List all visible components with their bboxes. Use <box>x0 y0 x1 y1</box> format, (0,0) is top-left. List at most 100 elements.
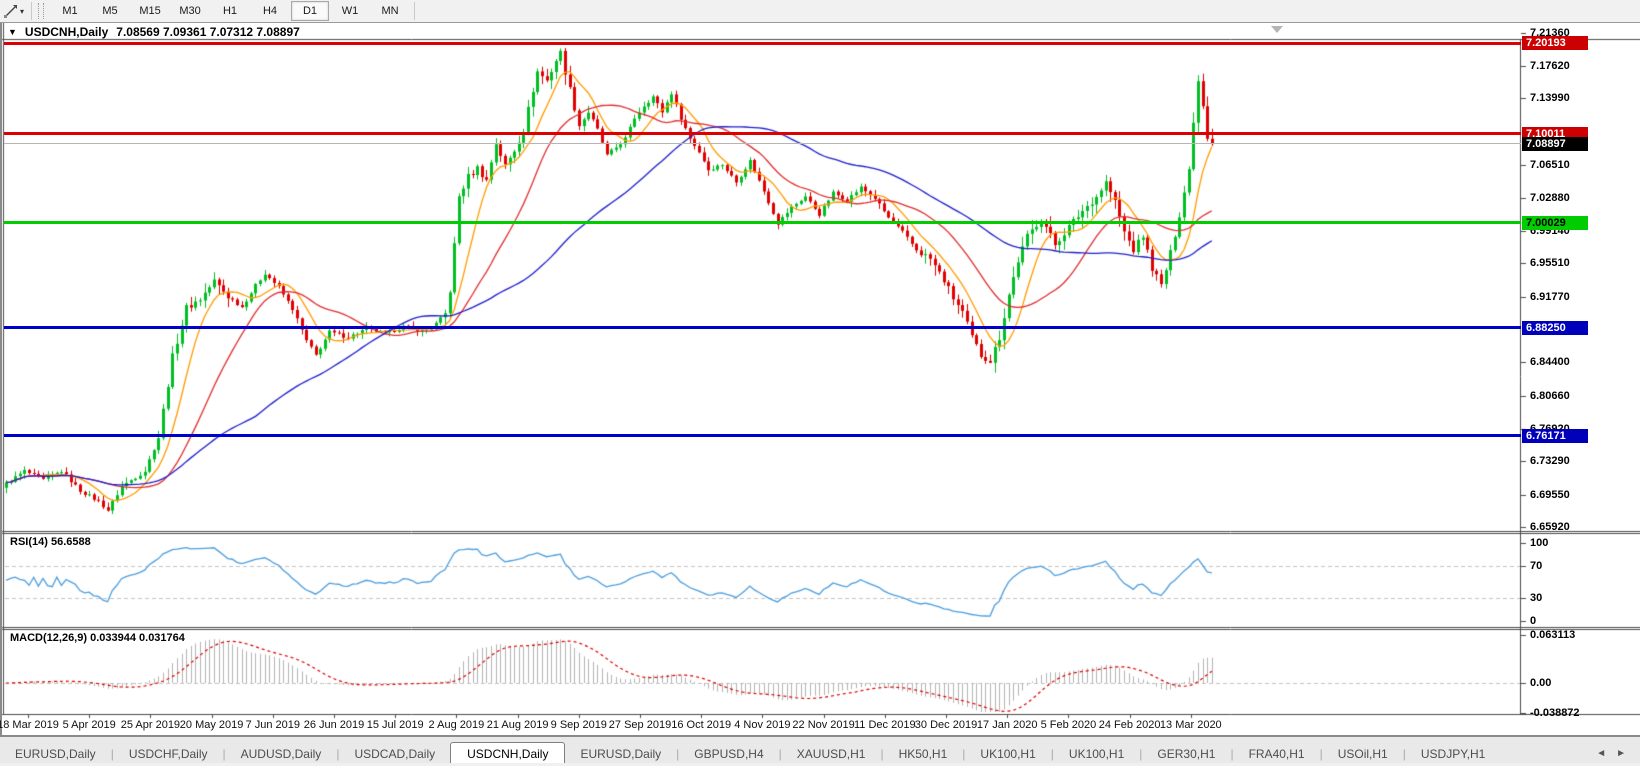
price-badge: 7.00029 <box>1522 215 1588 230</box>
timeframe-button-m30[interactable]: M30 <box>179 5 201 17</box>
timeframe-button-d1[interactable]: D1 <box>291 1 330 21</box>
chart-tab-ger30-h1[interactable]: GER30,H1 <box>1157 747 1216 761</box>
tab-separator: | <box>962 747 966 761</box>
tab-separator: | <box>222 747 226 761</box>
macd-indicator-label: MACD(12,26,9) 0.033944 0.031764 <box>10 632 185 644</box>
tab-separator: | <box>1230 747 1234 761</box>
tab-separator: | <box>1139 747 1143 761</box>
chart-title-row: ▼ USDCNH,Daily 7.08569 7.09361 7.07312 7… <box>8 25 300 39</box>
price-axis-tick-label: 6.69550 <box>1530 488 1570 501</box>
price-axis-tick-label: 7.17620 <box>1530 60 1570 73</box>
resistance-line[interactable] <box>4 41 1521 45</box>
timeframe-button-m1[interactable]: M1 <box>62 5 78 17</box>
date-axis-label: 11 Dec 2019 <box>854 719 916 731</box>
chart-tab-usdjpy-h1[interactable]: USDJPY,H1 <box>1420 747 1486 761</box>
chart-tab-usoil-h1[interactable]: USOil,H1 <box>1337 747 1388 761</box>
timeframe-button-h1[interactable]: H1 <box>222 5 238 17</box>
timeframe-button-group: M1 M5 M15 M30 H1 H4 D1 W1 MN <box>50 1 410 21</box>
support-line[interactable] <box>4 326 1521 330</box>
rsi-scale-label: 70 <box>1530 560 1543 573</box>
tab-separator: | <box>676 747 680 761</box>
date-axis-label: 25 Apr 2019 <box>120 719 181 731</box>
date-axis-label: 13 Mar 2020 <box>1159 719 1222 731</box>
tab-scroll-left-icon[interactable]: ◄ <box>1596 748 1607 759</box>
chart-tab-eurusd-daily[interactable]: EURUSD,Daily <box>15 747 96 761</box>
date-axis-label: 4 Nov 2019 <box>734 719 791 731</box>
date-axis-label: 22 Nov 2019 <box>792 719 855 731</box>
support-line[interactable] <box>4 434 1521 438</box>
price-axis-tick-label: 6.80660 <box>1530 389 1570 402</box>
chart-ohlc-values: 7.08569 7.09361 7.07312 7.08897 <box>116 25 300 39</box>
chart-tab-fra40-h1[interactable]: FRA40,H1 <box>1248 747 1305 761</box>
tab-separator: | <box>880 747 884 761</box>
price-axis-tick-label: 7.13990 <box>1530 92 1570 105</box>
date-axis-label: 18 Mar 2019 <box>0 719 59 731</box>
rsi-scale-label: 0 <box>1530 615 1537 627</box>
tab-separator: | <box>1319 747 1323 761</box>
chart-dropdown-icon[interactable]: ▼ <box>8 27 17 37</box>
chart-tab-xauusd-h1[interactable]: XAUUSD,H1 <box>796 747 866 761</box>
tab-separator: | <box>1402 747 1406 761</box>
current-price-line[interactable] <box>4 143 1521 145</box>
toolbar-grip-handle[interactable] <box>38 3 45 19</box>
date-axis-label: 24 Feb 2020 <box>1098 719 1161 731</box>
macd-scale-label: 0.00 <box>1530 677 1552 689</box>
chart-tab-bar: EURUSD,Daily | USDCHF,Daily | AUDUSD,Daily | U… <box>0 735 1640 766</box>
timeframe-button-m15[interactable]: M15 <box>139 5 161 17</box>
chart-tab-audusd-daily[interactable]: AUDUSD,Daily <box>240 747 322 761</box>
date-axis-label: 7 Jun 2019 <box>245 719 301 731</box>
tab-separator: | <box>110 747 114 761</box>
date-axis-label: 9 Sep 2019 <box>550 719 607 731</box>
price-badge: 6.88250 <box>1522 320 1588 335</box>
date-axis-label: 5 Apr 2019 <box>62 719 116 731</box>
chart-tab-eurusd-daily[interactable]: EURUSD,Daily <box>580 747 662 761</box>
toolbar-separator <box>31 2 33 20</box>
date-axis-label: 20 May 2019 <box>179 719 244 731</box>
status-strip <box>0 763 1640 766</box>
price-axis-tick-label: 7.02880 <box>1530 191 1570 204</box>
chart-tab-gbpusd-h4[interactable]: GBPUSD,H4 <box>694 747 764 761</box>
price-axis-tick-label: 6.73290 <box>1530 455 1570 468</box>
chart-symbol-title: USDCNH,Daily <box>24 25 109 39</box>
price-axis-tick-label: 7.06510 <box>1530 159 1570 172</box>
tab-scroll-controls: ◄ ► <box>1596 748 1640 765</box>
rsi-scale-label: 30 <box>1530 591 1543 604</box>
tab-scroll-right-icon[interactable]: ► <box>1616 748 1626 759</box>
line-tool-button[interactable]: ▾ <box>0 1 27 21</box>
date-axis-label: 15 Jul 2019 <box>366 719 424 731</box>
chart-tab-hk50-h1[interactable]: HK50,H1 <box>898 747 948 761</box>
timeframe-button-m5[interactable]: M5 <box>102 5 118 17</box>
chart-tab-usdcad-daily[interactable]: USDCAD,Daily <box>354 747 436 761</box>
chart-tab-uk100-h1[interactable]: UK100,H1 <box>980 747 1036 761</box>
rsi-scale-label: 100 <box>1530 537 1549 549</box>
chart-tab-usdchf-daily[interactable]: USDCHF,Daily <box>128 747 208 761</box>
date-axis-label: 16 Oct 2019 <box>671 719 732 731</box>
timeframe-button-h4[interactable]: H4 <box>262 5 278 17</box>
line-tool-icon <box>3 4 18 19</box>
timeframe-button-mn[interactable]: MN <box>381 5 399 17</box>
tab-separator: | <box>778 747 782 761</box>
date-axis-label: 2 Aug 2019 <box>428 719 485 731</box>
price-axis-tick-label: 6.84400 <box>1530 356 1570 369</box>
price-badge: 7.20193 <box>1522 36 1588 51</box>
date-axis-label: 17 Jan 2020 <box>976 719 1038 731</box>
price-axis-tick-label: 6.65920 <box>1530 521 1570 534</box>
support-line[interactable] <box>4 221 1521 225</box>
tab-separator: | <box>1050 747 1054 761</box>
toolbar-separator <box>414 2 416 20</box>
date-axis-label: 26 Jun 2019 <box>303 719 365 731</box>
resistance-line[interactable] <box>4 132 1521 136</box>
price-badge: 7.08897 <box>1522 136 1588 151</box>
timeframe-button-w1[interactable]: W1 <box>341 5 359 17</box>
price-axis-tick-label: 7.21360 <box>1530 26 1570 39</box>
macd-scale-label: 0.063113 <box>1530 629 1576 642</box>
chart-tab-uk100-h1[interactable]: UK100,H1 <box>1068 747 1125 761</box>
toolbar: ▾ M1 M5 M15 M30 H1 H4 D1 W1 MN <box>0 0 1640 23</box>
date-axis-label: 30 Dec 2019 <box>914 719 978 731</box>
chart-shift-marker[interactable] <box>1271 26 1283 33</box>
rsi-indicator-label: RSI(14) 56.6588 <box>10 536 91 548</box>
price-axis-tick-label: 6.95510 <box>1530 257 1570 270</box>
price-badge: 6.76171 <box>1522 428 1588 443</box>
